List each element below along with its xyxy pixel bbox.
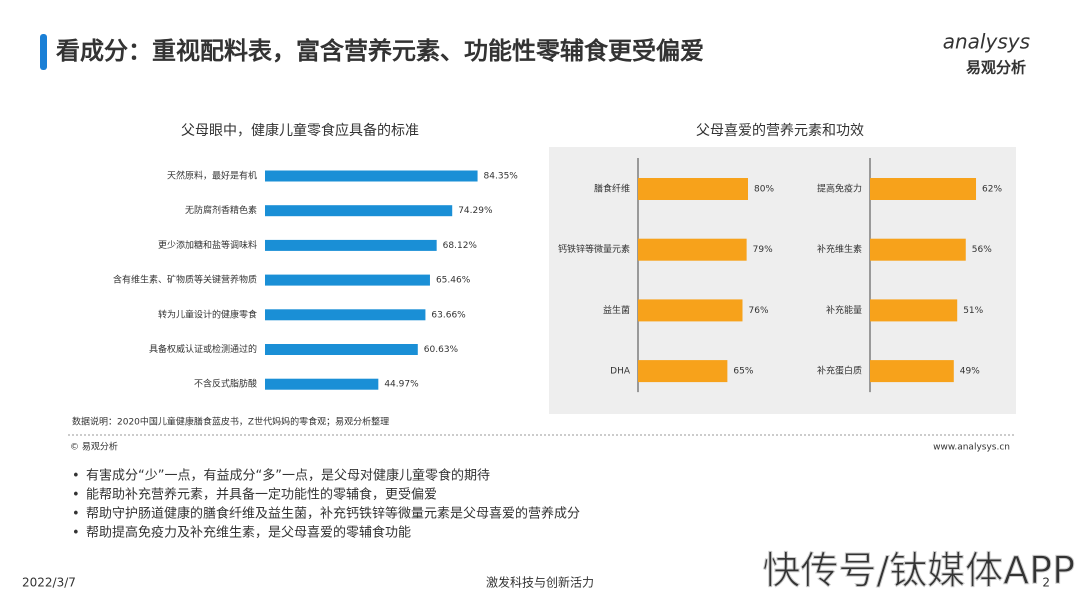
website: www.analysys.cn <box>933 443 1010 453</box>
bullet-dot: • <box>72 469 80 484</box>
slide-title: 看成分：重视配料表，富含营养元素、功能性零辅食更受偏爱 <box>56 37 704 65</box>
value-label: 60.63% <box>424 345 459 355</box>
value-label: 84.35% <box>484 172 519 182</box>
bar <box>870 360 954 383</box>
bullet: 帮助守护肠道健康的膳食纤维及益生菌，补充钙铁锌等微量元素是父母喜爱的营养成分 <box>86 506 580 522</box>
bullet: 有害成分“少”一点，有益成分“多”一点，是父母对健康儿童零食的期待 <box>86 468 490 484</box>
category-label: 具备权威认证或检测通过的 <box>149 343 257 355</box>
source-note: 数据说明：2020中国儿童健康膳食蓝皮书，Z世代妈妈的零食观；易观分析整理 <box>72 416 389 428</box>
value-label: 76% <box>749 306 769 316</box>
watermark: 快传号/钛媒体APP <box>762 549 1075 593</box>
footer-slogan: 激发科技与创新活力 <box>486 575 594 590</box>
value-label: 51% <box>963 306 983 316</box>
category-label: 益生菌 <box>603 304 630 316</box>
bullet: 帮助提高免疫力及补充维生素，是父母喜爱的零辅食功能 <box>86 525 411 541</box>
category-label: 补充能量 <box>826 304 862 316</box>
category-label: 含有维生素、矿物质等关键营养物质 <box>113 274 257 286</box>
bar <box>265 170 478 182</box>
copyright: © 易观分析 <box>70 441 118 453</box>
bar <box>265 344 418 355</box>
bar <box>638 238 747 261</box>
chart-title: 父母喜爱的营养元素和功效 <box>696 123 864 139</box>
category-label: 无防腐剂香精色素 <box>185 204 257 216</box>
bar <box>638 360 728 383</box>
bullet-dot: • <box>72 526 80 541</box>
category-label: 更少添加糖和盐等调味料 <box>158 239 257 251</box>
logo-cn: 易观分析 <box>966 59 1026 77</box>
footer-date: 2022/3/7 <box>22 576 76 590</box>
bar <box>265 274 430 286</box>
bullet-dot: • <box>72 507 80 522</box>
value-label: 49% <box>960 367 980 377</box>
category-label: 补充蛋白质 <box>817 365 862 377</box>
bar <box>265 239 437 251</box>
value-label: 56% <box>972 245 992 255</box>
bullet-dot: • <box>72 488 80 503</box>
bar <box>638 178 748 200</box>
category-label: 转为儿童设计的健康零食 <box>158 308 257 320</box>
bar <box>870 238 966 261</box>
value-label: 80% <box>754 185 774 195</box>
category-label: 提高免疫力 <box>817 183 862 195</box>
value-label: 44.97% <box>384 380 419 390</box>
bar <box>265 378 379 390</box>
category-label: DHA <box>610 367 631 377</box>
bullets: • 有害成分“少”一点，有益成分“多”一点，是父母对健康儿童零食的期待 • 能帮… <box>72 468 580 541</box>
bullet: 能帮助补充营养元素，并具备一定功能性的零辅食，更受偏爱 <box>86 487 437 503</box>
value-label: 62% <box>982 185 1002 195</box>
category-label: 天然原料，最好是有机 <box>167 170 257 182</box>
bar <box>870 299 958 322</box>
bar <box>870 178 977 200</box>
chart-title: 父母眼中，健康儿童零食应具备的标准 <box>181 122 419 139</box>
value-label: 68.12% <box>443 241 478 251</box>
logo-en: analysys <box>943 30 1030 54</box>
value-label: 79% <box>753 245 773 255</box>
category-label: 钙铁锌等微量元素 <box>558 243 630 255</box>
bar <box>265 309 426 321</box>
title-accent <box>40 34 47 70</box>
value-label: 65% <box>733 367 753 377</box>
value-label: 65.46% <box>436 276 471 286</box>
category-label: 不含反式脂肪酸 <box>194 378 257 390</box>
value-label: 74.29% <box>458 206 493 216</box>
value-label: 63.66% <box>431 310 466 320</box>
category-label: 膳食纤维 <box>594 183 630 195</box>
bar <box>638 299 743 322</box>
bar <box>265 205 453 217</box>
page-number: 2 <box>1042 576 1050 590</box>
category-label: 补充维生素 <box>817 243 862 255</box>
